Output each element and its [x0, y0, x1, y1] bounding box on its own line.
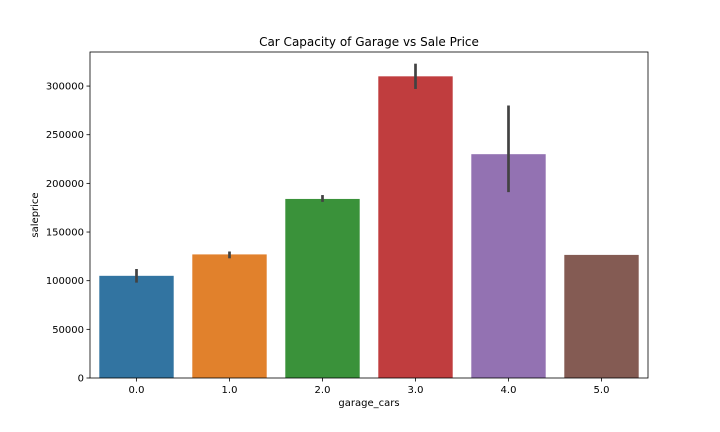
x-tick-label-2.0: 2.0 [315, 385, 331, 396]
chart-title: Car Capacity of Garage vs Sale Price [259, 35, 479, 49]
x-axis-label: garage_cars [338, 398, 399, 409]
y-tick-label-0: 0 [78, 374, 84, 385]
y-axis-label: saleprice [30, 192, 41, 237]
bar-0.0 [99, 275, 174, 378]
bar-5.0 [564, 254, 639, 378]
y-tick-label-50000: 50000 [52, 325, 84, 336]
bar-1.0 [192, 254, 267, 378]
y-tick-label-300000: 300000 [46, 82, 84, 93]
x-tick-label-1.0: 1.0 [222, 385, 238, 396]
y-tick-label-100000: 100000 [46, 276, 84, 287]
x-tick-label-5.0: 5.0 [594, 385, 610, 396]
plot-area: 0.0 1.0 2.0 3.0 4.0 5.0 0 50000 100000 150000 2000… [46, 51, 649, 396]
x-tick-label-3.0: 3.0 [408, 385, 424, 396]
y-tick-label-200000: 200000 [46, 179, 84, 190]
x-tick-label-0.0: 0.0 [129, 385, 145, 396]
y-tick-label-250000: 250000 [46, 130, 84, 141]
bar-3.0 [378, 76, 453, 378]
x-tick-label-4.0: 4.0 [501, 385, 517, 396]
y-tick-label-150000: 150000 [46, 228, 84, 239]
bar-2.0 [285, 198, 360, 378]
axes-frame [89, 51, 649, 379]
